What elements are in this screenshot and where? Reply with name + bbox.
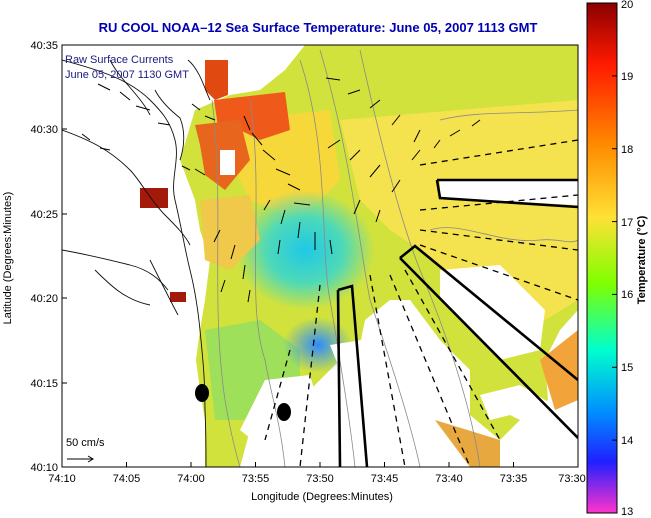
y-tick-label: 40:30 [30,124,58,136]
y-axis-label: Latitude (Degrees:Minutes) [2,192,14,325]
y-tick-label: 40:10 [30,462,58,474]
y-axis: 40:35 40:30 40:25 40:20 40:15 40:10 Lati… [2,40,67,474]
colorbar-tick: 13 [621,506,633,518]
station-marker [195,384,209,402]
x-tick-label: 73:50 [306,473,334,485]
x-tick-label: 74:00 [177,473,205,485]
colorbar-tick: 20 [621,0,633,11]
colorbar-tick: 15 [621,362,633,374]
radar-beams [264,139,578,467]
y-tick-label: 40:35 [30,40,58,52]
current-vectors [81,77,481,303]
figure-title: RU COOL NOAA–12 Sea Surface Temperature:… [99,20,538,35]
x-axis: 74:10 74:05 74:00 73:55 73:50 73:45 73:4… [48,462,586,503]
colorbar-gradient [586,2,618,514]
colorbar-tick: 16 [621,289,633,301]
scale-label: 50 cm/s [66,437,105,449]
y-tick-label: 40:20 [30,293,58,305]
overlay-line-2: June 05, 2007 1130 GMT [65,69,189,81]
colorbar-tick: 17 [621,217,633,229]
colorbar-tick: 19 [621,71,633,83]
x-tick-label: 73:35 [500,473,528,485]
x-tick-label: 73:55 [242,473,270,485]
x-tick-label: 74:05 [113,473,141,485]
station-marker [277,403,291,421]
overlay-line-1: Raw Surface Currents [65,54,174,66]
sst-field [140,45,578,467]
y-tick-label: 40:15 [30,378,58,390]
bathymetry-contours [211,49,578,467]
x-tick-label: 74:10 [48,473,76,485]
plot-area: Raw Surface Currents June 05, 2007 1130 … [62,45,578,467]
colorbar-tick: 14 [621,435,633,447]
radar-lines [336,178,578,467]
x-tick-label: 73:30 [558,473,586,485]
x-tick-label: 73:45 [371,473,399,485]
colorbar-label: Temperature (°C) [636,215,648,304]
colorbar: 20 19 18 17 16 15 14 13 Temperature (°C) [586,0,648,518]
y-tick-label: 40:25 [30,209,58,221]
x-axis-label: Longitude (Degrees:Minutes) [251,491,393,503]
x-tick-label: 73:40 [435,473,463,485]
scale-arrow [67,455,94,463]
colorbar-tick: 18 [621,144,633,156]
